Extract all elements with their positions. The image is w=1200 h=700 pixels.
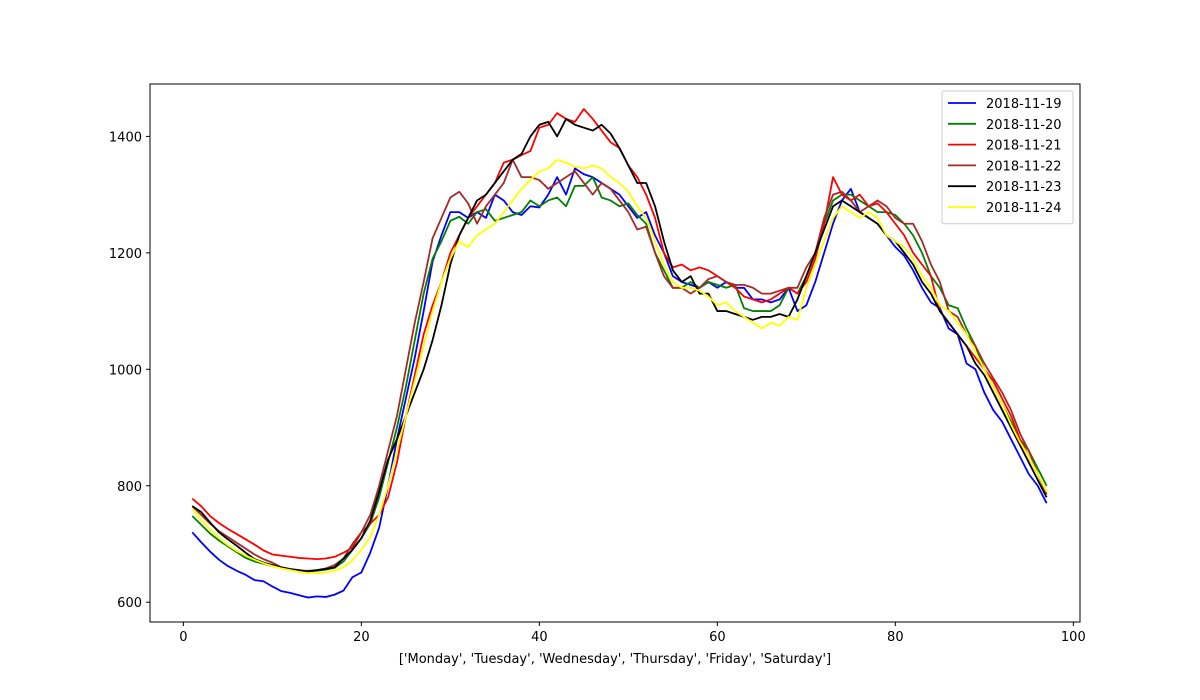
x-tick-label: 20 (353, 630, 370, 645)
x-tick-label: 40 (531, 630, 548, 645)
y-tick-label: 600 (117, 596, 142, 611)
series-line-2018-11-19 (191, 167, 1048, 599)
legend-entry-label: 2018-11-23 (986, 180, 1062, 195)
series-line-2018-11-22 (191, 158, 1048, 572)
series-lines (191, 108, 1048, 599)
x-tick-label: 60 (709, 630, 726, 645)
legend-entry-label: 2018-11-24 (986, 201, 1062, 216)
legend-entry-label: 2018-11-22 (986, 159, 1062, 174)
series-line-2018-11-24 (191, 158, 1048, 574)
axis-ticks: 0 20 40 60 80 100 600 800 1000 1200 1400 (109, 130, 1086, 645)
y-tick-label: 1200 (109, 247, 142, 262)
legend-entry-label: 2018-11-19 (986, 97, 1062, 112)
x-tick-label: 0 (179, 630, 187, 645)
y-tick-label: 1000 (109, 363, 142, 378)
legend-entry-label: 2018-11-21 (986, 139, 1062, 154)
x-tick-label: 80 (887, 630, 904, 645)
plot-frame (149, 83, 1081, 623)
series-line-2018-11-23 (191, 118, 1048, 573)
legend-entry-label: 2018-11-20 (986, 118, 1062, 133)
x-axis-label: ['Monday', 'Tuesday', 'Wednesday', 'Thur… (399, 652, 831, 667)
y-tick-label: 1400 (109, 130, 142, 145)
x-tick-label: 100 (1061, 630, 1086, 645)
legend: 2018-11-19 2018-11-20 2018-11-21 2018-11-22… (941, 90, 1074, 225)
y-tick-label: 800 (117, 480, 142, 495)
